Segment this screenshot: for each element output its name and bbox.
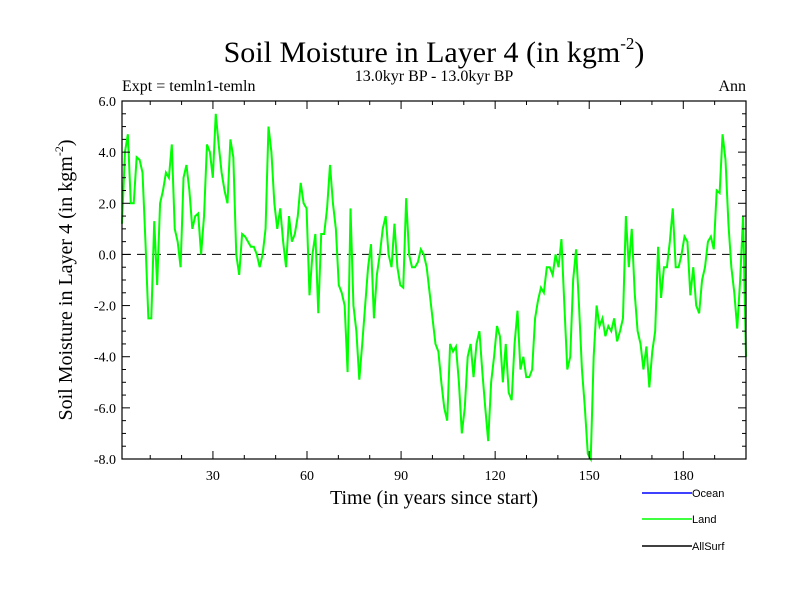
- plot-frame: [121, 100, 747, 460]
- chart-subtitle: 13.0kyr BP - 13.0kyr BP: [355, 68, 514, 85]
- legend: Ocean Land AllSurf: [642, 488, 725, 553]
- legend-label-land: Land: [692, 514, 716, 526]
- y-axis-label-close: ): [55, 139, 77, 146]
- plot-area: -8.0 -6.0 -4.0 -2.0 0.0 2.0 4.0 6.0 30 60 90 120 150…: [94, 95, 747, 484]
- y-axis-label-main: Soil Moisture in Layer 4 (in kgm: [55, 156, 77, 421]
- x-tick-label: 90: [394, 469, 408, 484]
- y-tick-label: 4.0: [99, 146, 117, 161]
- chart-title-main: Soil Moisture in Layer 4 (in kgm: [224, 36, 621, 69]
- y-tick-label: -4.0: [94, 351, 116, 366]
- x-tick-label: 150: [579, 469, 600, 484]
- experiment-label: Expt = temln1-temln: [122, 78, 255, 95]
- y-tick-label: -2.0: [94, 300, 116, 315]
- x-tick-label: 180: [673, 469, 694, 484]
- legend-label-allsurf: AllSurf: [692, 541, 725, 553]
- y-tick-label: 0.0: [99, 248, 117, 263]
- x-tick-label: 120: [485, 469, 506, 484]
- x-tick-label: 30: [206, 469, 220, 484]
- y-tick-label: 6.0: [99, 95, 117, 110]
- y-tick-label: -6.0: [94, 402, 116, 417]
- season-label: Ann: [718, 78, 746, 95]
- chart-title-sup: -2: [620, 34, 634, 53]
- x-tick-label: 60: [300, 469, 314, 484]
- y-axis-label-sup: -2: [52, 146, 66, 156]
- y-tick-label: -8.0: [94, 453, 116, 468]
- y-tick-label: 2.0: [99, 197, 117, 212]
- chart-title: Soil Moisture in Layer 4 (in kgm-2): [224, 34, 645, 69]
- series-line-land: [121, 113, 747, 463]
- y-axis-label: Soil Moisture in Layer 4 (in kgm-2): [52, 139, 77, 420]
- legend-label-ocean: Ocean: [692, 488, 724, 500]
- chart-title-close: ): [634, 36, 644, 69]
- x-axis-label: Time (in years since start): [330, 487, 538, 509]
